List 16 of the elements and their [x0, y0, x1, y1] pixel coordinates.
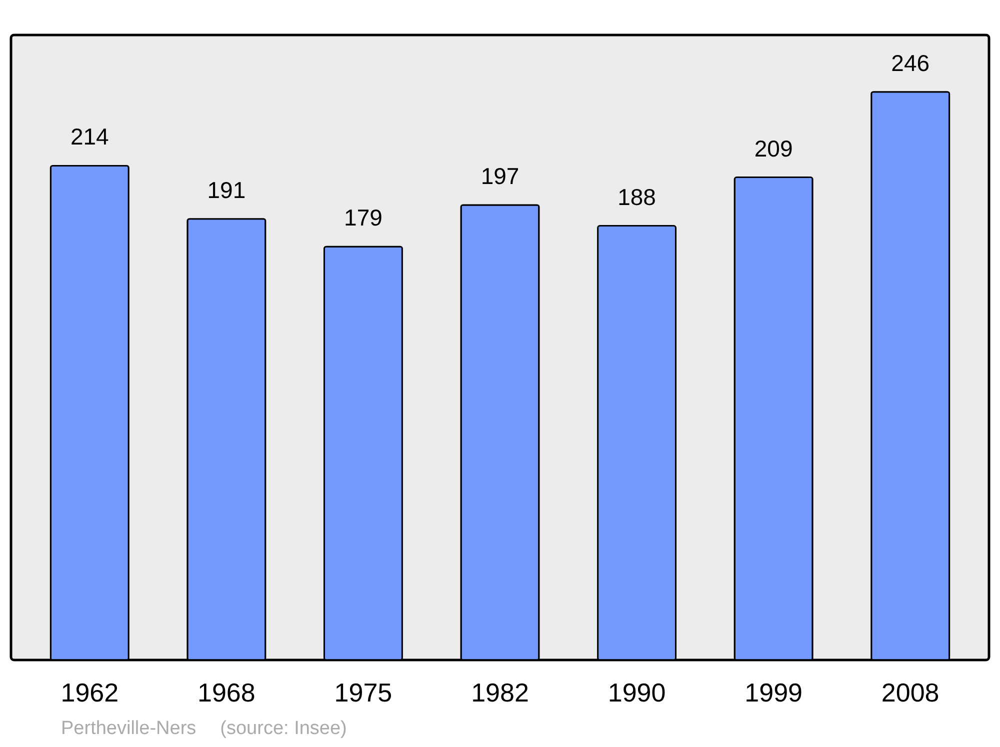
x-tick-label: 1962	[60, 678, 119, 708]
data-label: 209	[754, 135, 793, 162]
x-tick-label: 1990	[608, 678, 666, 708]
data-label: 214	[70, 124, 110, 150]
data-label: 191	[207, 176, 246, 203]
x-tick-label: 1982	[471, 678, 529, 708]
x-tick-label: 2008	[881, 678, 940, 708]
data-label: 188	[618, 184, 656, 210]
data-label: 246	[891, 50, 930, 76]
data-label: 197	[480, 162, 520, 189]
x-tick-label: 1999	[744, 678, 802, 708]
data-label: 179	[344, 204, 382, 231]
text: (source: Insee)	[220, 718, 347, 739]
x-tick-label: 1968	[198, 678, 256, 708]
text: Pertheville-Ners	[61, 718, 196, 739]
x-tick-label: 1975	[334, 678, 392, 708]
